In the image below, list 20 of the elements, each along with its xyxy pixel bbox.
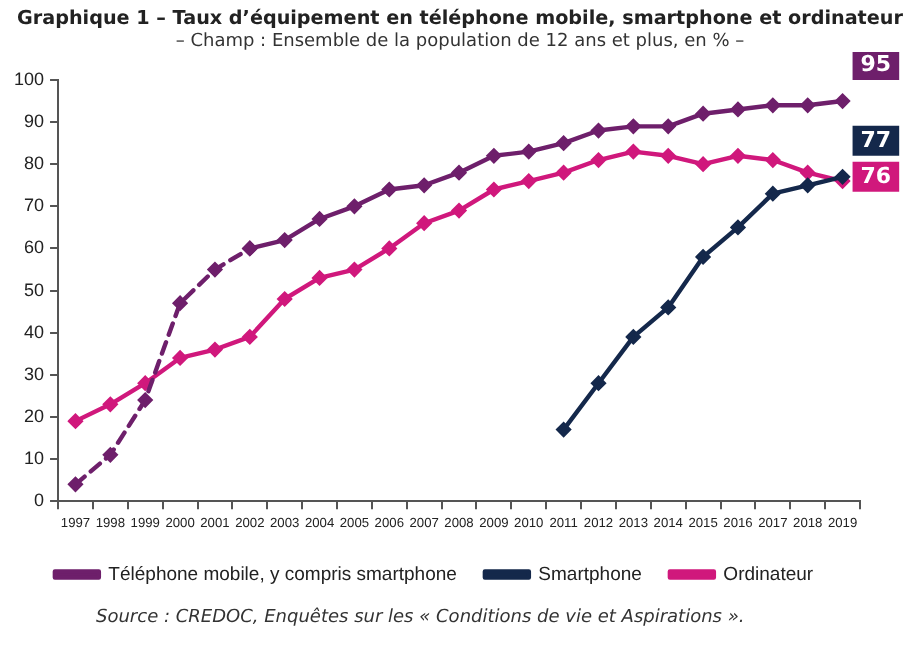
y-tick-label: 50 — [24, 279, 45, 300]
y-tick-label: 40 — [24, 321, 45, 342]
y-tick-label: 80 — [24, 153, 45, 174]
y-tick-label: 0 — [34, 490, 45, 511]
y-tick-label: 60 — [24, 237, 45, 258]
chart-subtitle: – Champ : Ensemble de la population de 12 ans et plus, en % – — [173, 32, 747, 52]
legend-label: Smartphone — [538, 563, 642, 586]
source-note: Source : CREDOC, Enquêtes sur les « Conditions de vie et Aspirations ». — [96, 608, 747, 628]
y-tick-label: 100 — [13, 68, 45, 89]
chart-title: Graphique 1 – Taux d’équipement en téléphone mobile, smartphone et ordinateur — [15, 8, 905, 30]
y-tick-label: 10 — [24, 448, 45, 469]
legend-label: Téléphone mobile, y compris smartphone — [108, 563, 457, 586]
y-tick-label: 30 — [24, 363, 45, 384]
data-label: 76 — [860, 162, 892, 189]
data-label: 77 — [860, 126, 892, 153]
y-tick-label: 20 — [24, 405, 45, 426]
y-tick-label: 70 — [24, 195, 45, 216]
y-tick-label: 90 — [24, 111, 45, 132]
data-label: 95 — [860, 50, 892, 77]
legend-label: Ordinateur — [723, 563, 814, 586]
